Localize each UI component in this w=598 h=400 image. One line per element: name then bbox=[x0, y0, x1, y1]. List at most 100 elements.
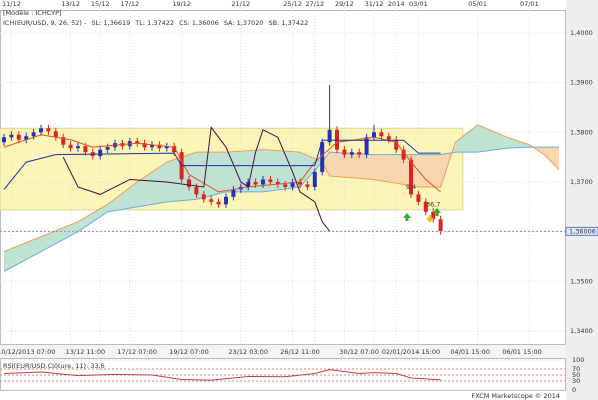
x-tick-label: 23/12 03:00 bbox=[228, 348, 268, 356]
candle-body bbox=[401, 149, 406, 160]
cloud bbox=[137, 162, 167, 207]
legend-item: TL: 1,37422 bbox=[134, 19, 174, 27]
candle-body bbox=[98, 149, 103, 157]
y-tick-label: 1,4000 bbox=[570, 29, 593, 37]
candle-body bbox=[61, 137, 66, 145]
cloud bbox=[329, 152, 374, 180]
legend-item: SA: 1,37020 bbox=[224, 19, 264, 27]
candle-body bbox=[261, 179, 265, 185]
candle-body bbox=[394, 139, 399, 150]
cloud bbox=[4, 236, 41, 272]
rsi-tick-label: 70 bbox=[572, 365, 580, 373]
cloud bbox=[418, 154, 441, 187]
cloud bbox=[196, 152, 226, 200]
x-tick-label: 06/01 15:00 bbox=[502, 348, 542, 356]
candle-body bbox=[83, 146, 88, 153]
candle-body bbox=[305, 184, 310, 187]
annotation: 36,7 bbox=[426, 200, 440, 208]
x-tick-label: 02/01/2014 15:00 bbox=[382, 348, 440, 356]
candle-body bbox=[372, 132, 376, 138]
candle-body bbox=[379, 132, 384, 137]
top-tick-label: 11/12 bbox=[2, 0, 21, 8]
legend-item: ICH(EUR/USD, 9, 26, 52) - bbox=[3, 19, 87, 27]
top-tick-label: 13/12 bbox=[61, 0, 80, 8]
rsi-tick-label: 100 bbox=[572, 356, 584, 364]
candle-body bbox=[2, 137, 6, 143]
y-tick-label: 1,3700 bbox=[570, 178, 593, 186]
rsi-tick-label: 0 bbox=[572, 386, 576, 394]
top-tick-label: 05/01 bbox=[468, 0, 487, 8]
candle-body bbox=[409, 159, 413, 195]
candle-body bbox=[431, 211, 436, 220]
candle-body bbox=[150, 144, 154, 148]
candle-body bbox=[342, 149, 347, 155]
last-price-label: 1,36006 bbox=[569, 227, 596, 235]
candle-body bbox=[68, 144, 73, 149]
top-tick-label: 19/12 bbox=[172, 0, 191, 8]
kijun-line bbox=[3, 139, 441, 190]
legend-item: CS: 1,36006 bbox=[179, 19, 219, 27]
candle-body bbox=[39, 128, 43, 133]
candle-body bbox=[209, 199, 214, 202]
cloud bbox=[41, 221, 78, 252]
candle-body bbox=[416, 194, 421, 202]
rsi-tick-label: 30 bbox=[572, 377, 580, 385]
top-tick-label: 07/01 bbox=[520, 0, 539, 8]
x-tick-label: 19/12 07:00 bbox=[169, 348, 209, 356]
candle-body bbox=[320, 142, 325, 173]
model-label: [Modèle : ICHCYP] bbox=[3, 9, 62, 17]
candle-body bbox=[76, 146, 80, 149]
candle-body bbox=[253, 181, 258, 185]
x-tick-label: 04/01 15:00 bbox=[450, 348, 490, 356]
signal-arrow bbox=[403, 213, 411, 221]
top-tick-label: 25/12 bbox=[283, 0, 302, 8]
top-tick-label: 15/12 bbox=[91, 0, 110, 8]
candle-body bbox=[438, 219, 443, 232]
cloud bbox=[507, 137, 530, 149]
candle-body bbox=[224, 196, 228, 205]
candle-body bbox=[298, 181, 302, 185]
y-tick-label: 1,3800 bbox=[570, 128, 593, 136]
candle-body bbox=[187, 179, 191, 187]
candle-body bbox=[16, 134, 21, 140]
top-tick-label: 31/12 bbox=[365, 0, 384, 8]
candle-body bbox=[357, 152, 362, 155]
candle-body bbox=[327, 129, 332, 143]
candle-body bbox=[246, 181, 251, 187]
cloud bbox=[374, 154, 419, 187]
candle-body bbox=[283, 184, 288, 187]
candle-body bbox=[386, 136, 391, 140]
cloud bbox=[78, 204, 108, 232]
candle-body bbox=[194, 186, 199, 195]
x-tick-label: 30/12 07:00 bbox=[339, 348, 379, 356]
candle-body bbox=[53, 131, 58, 138]
x-tick-label: 10/12/2013 07:00 bbox=[0, 348, 55, 356]
chikou-line bbox=[62, 126, 330, 232]
top-tick-label: 03/01 bbox=[409, 0, 428, 8]
signal-arrow bbox=[433, 208, 441, 216]
candle-body bbox=[105, 147, 110, 150]
candle-body bbox=[172, 146, 177, 153]
candle-body bbox=[216, 201, 221, 205]
candle-body bbox=[423, 201, 428, 212]
candle-body bbox=[312, 172, 317, 187]
candle-body bbox=[268, 179, 273, 182]
cloud bbox=[322, 152, 330, 177]
candle-body bbox=[142, 143, 147, 148]
candle-body bbox=[201, 194, 206, 200]
rsi-label: RSI(EUR/USD.Clôture, 11): 33,6 bbox=[3, 362, 105, 370]
candle-body bbox=[290, 181, 295, 187]
rsi-tick-label: 50 bbox=[572, 371, 580, 379]
legend-item: SB: 1,37422 bbox=[269, 19, 309, 27]
candle-body bbox=[135, 141, 140, 144]
x-tick-label: 13/12 11:00 bbox=[66, 348, 106, 356]
legend-item: SL: 1,36619 bbox=[91, 19, 130, 27]
candle-body bbox=[275, 181, 280, 185]
y-tick-label: 1,3400 bbox=[570, 327, 593, 335]
candle-body bbox=[31, 132, 36, 137]
x-tick-label: 17/12 07:00 bbox=[117, 348, 157, 356]
footer: FXCM Marketscope © 2014 bbox=[471, 392, 560, 400]
candle-body bbox=[164, 146, 169, 149]
